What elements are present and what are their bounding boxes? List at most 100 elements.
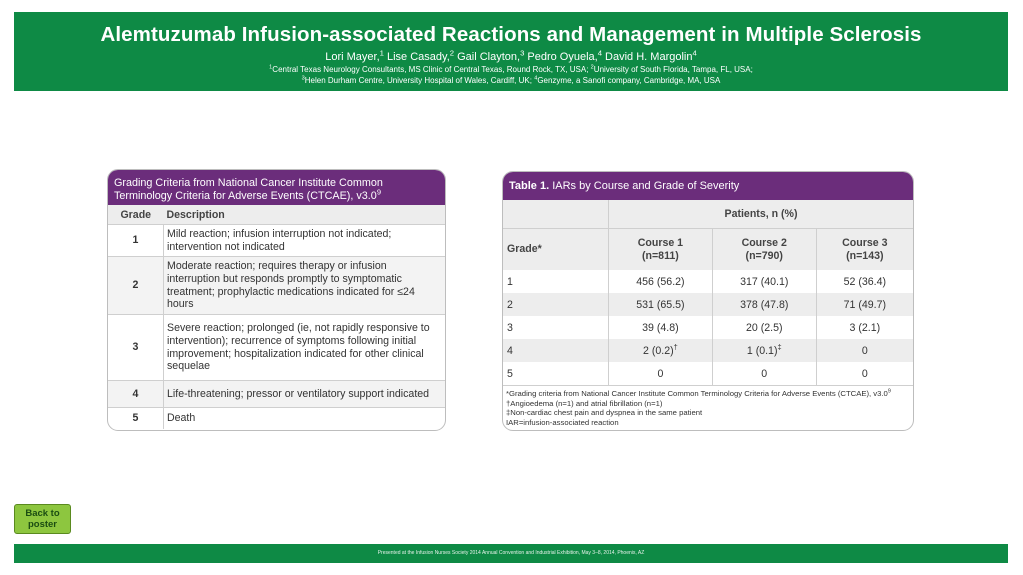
grade-cell: 1 — [108, 224, 164, 257]
table-row: 4 2 (0.2)† 1 (0.1)‡ 0 — [503, 339, 913, 362]
grade-cell: 2 — [503, 293, 609, 316]
author-sup: 2 — [449, 48, 455, 58]
iars-title-bold: Table 1. — [509, 180, 550, 192]
description-cell: Moderate reaction; requires therapy or i… — [163, 256, 445, 315]
affil-sup: 4 — [534, 74, 538, 81]
footnote-sup: 9 — [887, 388, 891, 395]
back-to-poster-button[interactable]: Back to poster — [14, 504, 71, 534]
affil-sup: 2 — [590, 64, 594, 71]
footnote: ‡Non-cardiac chest pain and dyspnea in t… — [506, 408, 703, 418]
description-cell: Mild reaction; infusion interruption not… — [163, 224, 445, 257]
value-text: 2 (0.2) — [643, 344, 674, 357]
value-cell: 531 (65.5) — [608, 293, 713, 316]
value-cell: 317 (40.1) — [712, 270, 817, 293]
grade-cell: 4 — [503, 339, 609, 362]
grading-title-sup: 9 — [376, 186, 382, 196]
footnote-marker: ‡ — [777, 341, 782, 351]
author-sup: 3 — [520, 48, 525, 58]
table-row: 4 Life-threatening; pressor or ventilato… — [108, 380, 445, 408]
value-cell: 39 (4.8) — [608, 316, 713, 339]
course-n: (n=790) — [745, 249, 783, 262]
poster-footer: Presented at the Infusion Nurses Society… — [14, 544, 1008, 563]
author-name: Lise Casady, — [383, 51, 450, 63]
description-cell: Life-threatening; pressor or ventilatory… — [163, 380, 445, 408]
author-sup: 4 — [692, 48, 697, 58]
affil-text: Helen Durham Centre, University Hospital… — [304, 75, 535, 85]
grade-cell: 1 — [503, 270, 609, 293]
iars-table: Patients, n (%) Grade* Course 1 (n=811) C… — [503, 200, 913, 385]
author-sup: 1 — [379, 48, 384, 58]
grade-cell: 4 — [108, 380, 164, 408]
patients-header: Patients, n (%) — [608, 200, 913, 229]
grade-cell: 3 — [108, 314, 164, 381]
poster-title: Alemtuzumab Infusion-associated Reaction… — [100, 23, 922, 46]
value-cell: 1 (0.1)‡ — [712, 339, 817, 362]
footnote: *Grading criteria from National Cancer I… — [506, 389, 909, 399]
table-row: 2 Moderate reaction; requires therapy or… — [108, 256, 445, 315]
course-header: Course 3 (n=143) — [816, 228, 913, 270]
value-cell: 0 — [816, 339, 913, 362]
affiliation-line-1: 1Central Texas Neurology Consultants, MS… — [14, 65, 1008, 76]
value-cell: 378 (47.8) — [712, 293, 817, 316]
affil-text: Central Texas Neurology Consultants, MS … — [272, 65, 591, 74]
course-n: (n=811) — [642, 249, 679, 262]
value-cell: 0 — [861, 367, 868, 380]
back-button-line-2: poster — [27, 519, 58, 530]
value-cell: 456 (56.2) — [608, 270, 713, 293]
grading-table: Grade Description 1 Mild reaction; infus… — [108, 205, 445, 429]
affil-sup: 1 — [269, 64, 273, 71]
value-cell: 2 (0.2)† — [608, 339, 713, 362]
affiliation-line-2: 3Helen Durham Centre, University Hospita… — [14, 74, 1008, 87]
poster-header: Alemtuzumab Infusion-associated Reaction… — [14, 12, 1008, 91]
value-cell: 0 — [608, 362, 713, 385]
course-header: Course 2 (n=790) — [712, 228, 817, 270]
iars-table-card: Table 1. IARs by Course and Grade of Sev… — [502, 171, 914, 431]
course-header: Course 1 (n=811) — [608, 228, 713, 270]
author-name: Gail Clayton, — [454, 51, 521, 63]
affil-sup: 3 — [301, 74, 305, 81]
grade-cell: 5 — [108, 407, 164, 429]
grade-cell: 2 — [108, 256, 164, 315]
grading-title-text: Grading Criteria from National Cancer In… — [114, 177, 383, 202]
author-list: Lori Mayer,1 Lise Casady,2 Gail Clayton,… — [14, 48, 1008, 63]
table-row: 1 Mild reaction; infusion interruption n… — [108, 224, 445, 257]
course-header-row: Grade* Course 1 (n=811) Course 2 (n=790) C… — [503, 228, 913, 270]
course-n: (n=143) — [846, 249, 884, 262]
affil-text: Genzyme, a Sanofi company, Cambridge, MA… — [537, 75, 721, 85]
value-text: 1 (0.1) — [746, 344, 778, 357]
author-name: David H. Margolin — [602, 51, 693, 63]
grade-column-header: Grade* — [503, 228, 609, 270]
patients-header-row: Patients, n (%) — [503, 200, 913, 229]
footnote-text: *Grading criteria from National Cancer I… — [506, 389, 888, 398]
author-name: Lori Mayer, — [325, 51, 380, 63]
description-column-header: Description — [163, 205, 445, 225]
table-row: 3 Severe reaction; prolonged (ie, not ra… — [108, 314, 445, 381]
description-cell: Death — [163, 407, 445, 429]
value-cell: 0 — [712, 362, 817, 385]
table-footnotes: *Grading criteria from National Cancer I… — [503, 385, 913, 427]
value-cell: 20 (2.5) — [712, 316, 817, 339]
table-row: 1 456 (56.2) 317 (40.1) 52 (36.4) — [503, 270, 913, 293]
course-name: Course 3 — [842, 236, 888, 249]
description-cell: Severe reaction; prolonged (ie, not rapi… — [163, 314, 445, 381]
grading-header-row: Grade Description — [108, 205, 445, 225]
iars-title-text: IARs by Course and Grade of Severity — [549, 180, 740, 192]
table-row: 5 Death — [108, 407, 445, 429]
grading-criteria-title: Grading Criteria from National Cancer In… — [108, 170, 445, 205]
footnote: †Angioedema (n=1) and atrial fibrillatio… — [506, 398, 663, 408]
affil-text: University of South Florida, Tampa, FL, … — [593, 65, 753, 74]
value-cell: 3 (2.1) — [849, 321, 881, 334]
footnote: IAR=infusion-associated reaction — [506, 417, 619, 427]
affiliations: 1Central Texas Neurology Consultants, MS… — [14, 65, 1008, 86]
back-button-line-1: Back to — [25, 508, 60, 519]
author-name: Pedro Oyuela, — [524, 51, 598, 63]
value-cell: 71 (49.7) — [816, 293, 913, 316]
author-sup: 4 — [597, 48, 602, 58]
iars-table-title: Table 1. IARs by Course and Grade of Sev… — [503, 172, 913, 200]
table-row: 2 531 (65.5) 378 (47.8) 71 (49.7) — [503, 293, 913, 316]
table-row: 5 0 0 0 — [503, 362, 913, 385]
grade-cell: 5 — [503, 362, 609, 385]
footnote-marker: † — [673, 341, 678, 351]
course-name: Course 1 — [637, 236, 684, 249]
grade-column-header: Grade — [108, 205, 164, 225]
